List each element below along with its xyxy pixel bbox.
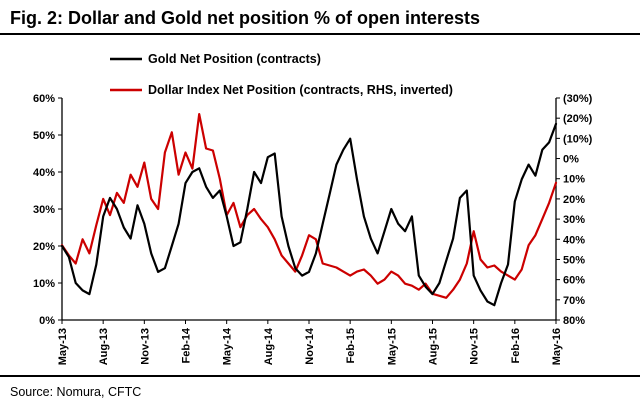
right-axis-tick-label: 0% [563, 154, 579, 166]
x-axis-tick-label: May-14 [222, 327, 234, 365]
x-axis-tick-label: Aug-14 [263, 327, 275, 365]
legend-label: Gold Net Position (contracts) [148, 52, 321, 66]
right-axis-tick-label: 60% [563, 275, 585, 287]
left-axis-tick-label: 30% [33, 204, 55, 216]
left-axis-tick-label: 50% [33, 130, 55, 142]
right-axis-tick-label: 10% [563, 174, 585, 186]
right-axis-tick-label: 30% [563, 214, 585, 226]
right-axis-tick-label: 20% [563, 194, 585, 206]
right-axis-tick-label: 70% [563, 295, 585, 307]
right-axis-tick-label: 40% [563, 234, 585, 246]
x-axis-tick-label: May-13 [57, 328, 69, 365]
x-axis-tick-label: May-16 [551, 328, 563, 365]
x-axis-tick-label: Feb-16 [510, 328, 522, 363]
x-axis-tick-label: Aug-15 [428, 328, 440, 365]
left-axis-tick-label: 20% [33, 241, 55, 253]
x-axis-tick-label: Feb-15 [345, 328, 357, 363]
left-axis-tick-label: 0% [39, 315, 55, 327]
gold-series-line [60, 122, 558, 307]
figure-title: Fig. 2: Dollar and Gold net position % o… [0, 0, 640, 35]
x-axis-tick-label: Feb-14 [181, 327, 193, 363]
left-axis-tick-label: 60% [33, 93, 55, 105]
right-axis-tick-label: (20%) [563, 113, 593, 125]
x-axis-tick-label: Nov-13 [139, 328, 151, 365]
right-axis-tick-label: (10%) [563, 133, 593, 145]
right-axis-tick-label: 50% [563, 254, 585, 266]
dollar-index-series-line [60, 112, 558, 299]
source-note: Source: Nomura, CFTC [0, 375, 640, 399]
x-axis-tick-label: Aug-13 [98, 328, 110, 365]
left-axis-tick-label: 10% [33, 278, 55, 290]
net-position-line-chart: 0% 10% 20% 30% 40% 50% 60% (30%) (20%) (10%) 0% 10%… [33, 52, 593, 365]
left-axis-tick-label: 40% [33, 167, 55, 179]
x-axis-tick-label: Nov-15 [469, 328, 481, 365]
right-axis-tick-label: 80% [563, 315, 585, 327]
right-axis-tick-label: (30%) [563, 93, 593, 105]
legend-label: Dollar Index Net Position (contracts, RH… [148, 83, 453, 97]
x-axis-tick-label: Nov-14 [304, 327, 316, 365]
x-axis-tick-label: May-15 [386, 328, 398, 365]
